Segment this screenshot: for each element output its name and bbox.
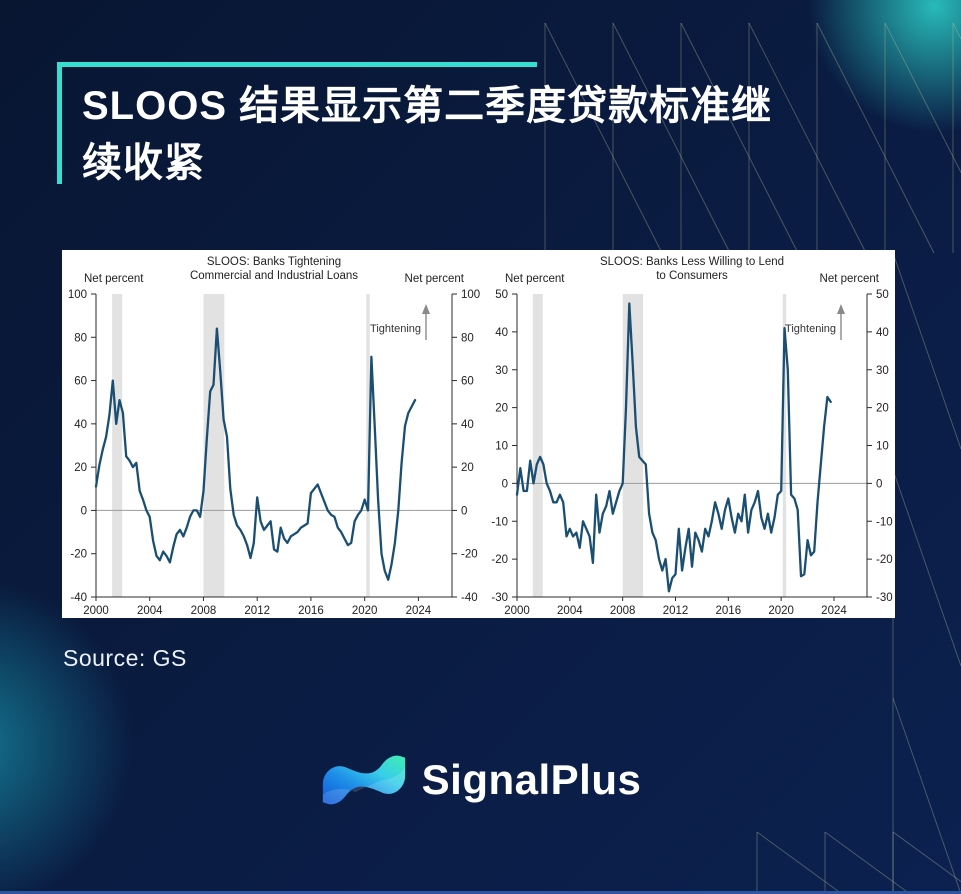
y-tick-label: -20 (876, 554, 893, 566)
tightening-arrow-head (837, 304, 845, 314)
y-tick-label: 40 (495, 327, 508, 339)
left-axis-label: Net percent (84, 273, 144, 285)
y-tick-label: 0 (461, 505, 467, 517)
chart-title: SLOOS: Banks Less Willing to Lend (600, 256, 784, 268)
recession-band (366, 294, 370, 597)
chart-title: Commercial and Industrial Loans (190, 270, 358, 282)
title-accent-top-bar (57, 62, 537, 67)
x-tick-label: 2016 (298, 605, 324, 617)
y-tick-label: 20 (495, 403, 508, 415)
y-tick-label: 100 (68, 289, 87, 301)
recession-band (112, 294, 123, 597)
left-axis-label: Net percent (505, 273, 565, 285)
x-tick-label: 2020 (768, 605, 794, 617)
recession-band (622, 294, 644, 597)
y-tick-label: 10 (876, 441, 889, 453)
y-tick-label: 0 (502, 478, 508, 490)
x-tick-label: 2000 (504, 605, 530, 617)
y-tick-label: -20 (461, 549, 478, 561)
x-tick-label: 2024 (821, 605, 847, 617)
right-axis-label: Net percent (405, 273, 465, 285)
y-tick-label: 100 (461, 289, 480, 301)
right-axis-label: Net percent (820, 273, 880, 285)
y-tick-label: 20 (74, 462, 87, 474)
x-tick-label: 2024 (406, 605, 432, 617)
x-tick-label: 2004 (557, 605, 583, 617)
y-tick-label: 50 (495, 289, 508, 301)
x-tick-label: 2008 (610, 605, 636, 617)
y-tick-label: 50 (876, 289, 889, 301)
x-tick-label: 2000 (83, 605, 109, 617)
signalplus-logo-icon (322, 755, 405, 805)
y-tick-label: -40 (70, 592, 87, 604)
y-tick-label: 60 (461, 376, 474, 388)
tightening-arrow-head (422, 304, 430, 314)
x-tick-label: 2020 (352, 605, 378, 617)
y-tick-label: -30 (876, 592, 893, 604)
page-title-line1: SLOOS 结果显示第二季度贷款标准继 (82, 84, 773, 128)
recession-band (532, 294, 543, 597)
y-tick-label: 0 (876, 478, 882, 490)
pattern-lines (544, 22, 961, 894)
y-tick-label: 30 (495, 365, 508, 377)
y-tick-label: 10 (495, 441, 508, 453)
x-tick-label: 2012 (663, 605, 689, 617)
title-accent-left-bar (57, 62, 62, 184)
y-tick-label: 20 (876, 403, 889, 415)
page-title: SLOOS 结果显示第二季度贷款标准继 续收紧 (57, 62, 877, 192)
brand-lockup: SignalPlus (0, 750, 961, 810)
x-tick-label: 2016 (716, 605, 742, 617)
y-tick-label: 40 (74, 419, 87, 431)
source-text: Source: GS (63, 645, 187, 671)
chart-title: to Consumers (656, 270, 728, 282)
bottom-border (0, 891, 961, 894)
y-tick-label: -10 (491, 516, 508, 528)
y-tick-label: -20 (491, 554, 508, 566)
chart-panel: 100 100 80 80 60 60 40 40 20 20 0 0 -20 -20 -40 -40 2000… (62, 250, 895, 618)
chart-title: SLOOS: Banks Tightening (207, 256, 341, 268)
data-line (515, 302, 832, 593)
y-tick-label: 40 (461, 419, 474, 431)
title-block: SLOOS 结果显示第二季度贷款标准继 续收紧 (57, 62, 877, 192)
y-tick-label: 0 (81, 505, 87, 517)
page-title-line2: 续收紧 (82, 140, 205, 185)
y-tick-label: -30 (491, 592, 508, 604)
y-tick-label: 80 (461, 332, 474, 344)
x-tick-label: 2008 (191, 605, 217, 617)
x-tick-label: 2012 (244, 605, 270, 617)
y-tick-label: 30 (876, 365, 889, 377)
tightening-label: Tightening (370, 323, 421, 335)
y-tick-label: 20 (461, 462, 474, 474)
x-tick-label: 2004 (137, 605, 163, 617)
y-tick-label: -10 (876, 516, 893, 528)
y-tick-label: -40 (461, 592, 478, 604)
recession-band (782, 294, 787, 597)
y-tick-label: 80 (74, 332, 87, 344)
brand-name: SignalPlus (421, 756, 642, 803)
tightening-label: Tightening (785, 323, 836, 335)
y-tick-label: -20 (70, 549, 87, 561)
data-line (94, 327, 417, 581)
y-tick-label: 60 (74, 376, 87, 388)
y-tick-label: 40 (876, 327, 889, 339)
